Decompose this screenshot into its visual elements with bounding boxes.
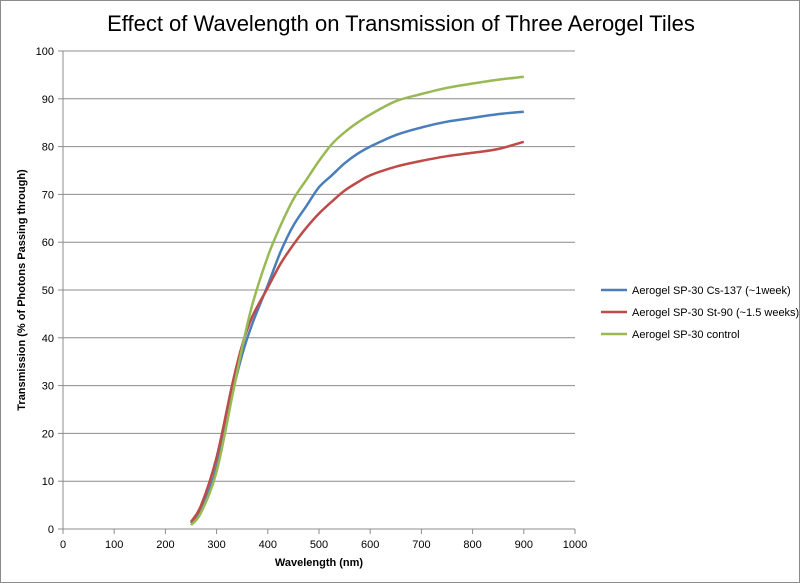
- y-tick-label: 20: [42, 428, 54, 440]
- axes: [62, 51, 575, 530]
- y-tick-label: 90: [42, 94, 54, 106]
- x-tick-label: 600: [361, 539, 379, 551]
- chart-title: Effect of Wavelength on Transmission of …: [107, 11, 695, 36]
- x-tick-label: 300: [207, 539, 225, 551]
- y-tick-label: 70: [42, 189, 54, 201]
- y-tick-label: 10: [42, 476, 54, 488]
- y-tick-label: 50: [42, 285, 54, 297]
- x-tick-label: 200: [156, 539, 174, 551]
- y-tick-label: 60: [42, 237, 54, 249]
- series-line-3: [190, 75, 524, 527]
- gridlines: [58, 50, 576, 534]
- x-axis-title: Wavelength (nm): [275, 557, 364, 569]
- y-tick-label: 100: [36, 46, 54, 58]
- x-tick-label: 100: [105, 539, 123, 551]
- x-tick-label: 500: [310, 539, 328, 551]
- legend-label-3: Aerogel SP-30 control: [632, 329, 740, 341]
- y-axis-title: Transmission (% of Photons Passing throu…: [16, 169, 28, 411]
- x-tick-label: 0: [60, 539, 66, 551]
- x-tick-label: 1000: [563, 539, 587, 551]
- y-tick-label: 40: [42, 333, 54, 345]
- legend-label-1: Aerogel SP-30 Cs-137 (~1week): [632, 285, 791, 297]
- y-tick-label: 30: [42, 381, 54, 393]
- x-tick-label: 900: [515, 539, 533, 551]
- x-tick-label: 700: [412, 539, 430, 551]
- series-lines: [189, 75, 525, 527]
- x-tick-label: 400: [259, 539, 277, 551]
- x-tick-labels: 0 100 200 300 400 500 600 700 800 900 1000: [60, 539, 587, 551]
- x-tick-label: 800: [463, 539, 481, 551]
- y-tick-label: 80: [42, 142, 54, 154]
- legend: Aerogel SP-30 Cs-137 (~1week) Aerogel SP-…: [601, 285, 799, 341]
- y-tick-label: 0: [48, 524, 54, 536]
- legend-label-2: Aerogel SP-30 St-90 (~1.5 weeks): [632, 307, 799, 319]
- y-tick-labels: 0 10 20 30 40 50 60 70 80 90 100: [36, 46, 54, 536]
- series-line-2: [189, 140, 525, 523]
